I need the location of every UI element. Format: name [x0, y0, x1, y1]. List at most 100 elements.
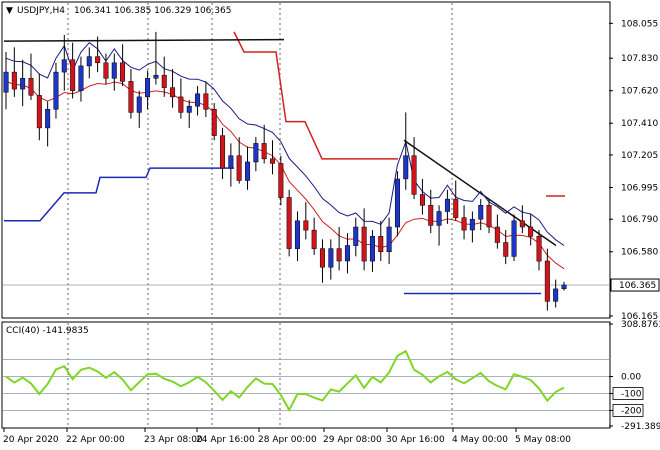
cci-tick-label: -200 — [621, 406, 642, 416]
price-tick-label: 106.165 — [621, 312, 658, 322]
candle-body — [378, 236, 384, 253]
candle-body — [20, 78, 26, 90]
time-axis-label: 20 Apr 2020 — [3, 435, 59, 445]
candle-body — [136, 96, 142, 113]
candle-body — [286, 197, 292, 249]
candle-body — [228, 155, 234, 169]
cci-level-tag — [612, 404, 644, 417]
time-axis-label: 23 Apr 08:00 — [144, 435, 203, 445]
price-tick-label: 108.055 — [621, 19, 658, 29]
candle-body — [145, 78, 151, 98]
candle-body — [153, 74, 159, 79]
navy-moving-average — [5, 42, 565, 246]
candle-body — [86, 56, 92, 67]
candle-body — [544, 260, 550, 302]
candle-body — [519, 220, 525, 228]
candles-group — [3, 31, 567, 311]
price-tick-label: 107.410 — [621, 119, 658, 129]
candle-body — [436, 211, 442, 226]
candle-body — [369, 236, 375, 262]
blue-step-line — [4, 167, 234, 222]
candle-body — [536, 236, 542, 262]
candle-body — [511, 220, 517, 257]
candle-body — [528, 226, 534, 237]
candle-body — [386, 226, 392, 253]
symbol-label: USDJPY,H4 — [17, 6, 65, 16]
ohlc-label: 106.341 106.385 106.329 106.365 — [74, 6, 231, 16]
candle-body — [270, 158, 276, 164]
cci-tick-label: -291.3894 — [621, 422, 660, 432]
black-resistance-line — [3, 38, 285, 42]
candle-body — [236, 155, 242, 181]
candle-body — [78, 65, 84, 91]
candle-body — [103, 62, 109, 79]
candle-body — [28, 78, 34, 96]
candle-body — [61, 59, 67, 73]
time-axis-label: 22 Apr 00:00 — [66, 435, 125, 445]
price-tick-label: 107.205 — [621, 151, 658, 161]
candle-body — [319, 248, 325, 268]
candle-body — [303, 220, 309, 231]
time-axis-label: 24 Apr 16:00 — [196, 435, 255, 445]
candle-body — [561, 284, 567, 289]
candle-body — [211, 109, 217, 136]
price-tick-label: 106.790 — [621, 215, 658, 225]
candle-body — [353, 226, 359, 246]
candle-body — [403, 155, 409, 180]
axes: 108.055 107.830 107.620 107.410 107.205 106.9… — [3, 19, 660, 445]
price-tick-label: 106.580 — [621, 248, 658, 258]
candle-body — [419, 194, 425, 206]
candle-body — [361, 226, 367, 262]
candle-body — [3, 71, 9, 93]
candle-body — [261, 143, 267, 160]
cci-tick-label: 308.8761 — [621, 320, 660, 330]
candle-body — [70, 59, 76, 91]
grid-lines — [3, 3, 609, 427]
time-axis-label: 30 Apr 16:00 — [386, 435, 445, 445]
candle-body — [336, 248, 342, 262]
candle-body — [195, 93, 201, 107]
candle-body — [328, 248, 334, 268]
cci-label: CCI(40) -141.9835 — [6, 326, 89, 336]
candle-body — [170, 87, 176, 98]
price-tick-label: 107.830 — [621, 54, 658, 64]
candle-body — [11, 71, 17, 90]
price-tick-label: 106.995 — [621, 183, 658, 193]
candle-body — [486, 205, 492, 228]
candle-body — [36, 95, 42, 129]
candle-body — [444, 198, 450, 212]
candle-body — [245, 161, 251, 181]
current-price-tag-label: 106.365 — [619, 281, 656, 291]
candle-body — [253, 143, 259, 163]
candle-body — [53, 71, 59, 110]
cci-tick-label: 0.00 — [621, 372, 641, 382]
time-axis-label: 29 Apr 08:00 — [323, 435, 382, 445]
candle-body — [111, 62, 117, 79]
cci-indicator — [3, 349, 609, 413]
candle-body — [411, 155, 417, 195]
candle-body — [428, 205, 434, 226]
time-axis-label: 5 May 08:00 — [515, 435, 571, 445]
time-axis-label: 4 May 00:00 — [452, 435, 508, 445]
candle-body — [478, 205, 484, 220]
candle-body — [461, 217, 467, 231]
time-axis-label: 28 Apr 00:00 — [258, 435, 317, 445]
symbol-menu-icon[interactable]: ▼ — [6, 6, 13, 16]
cci-level-tag — [612, 387, 644, 400]
candle-body — [95, 56, 101, 64]
candle-body — [128, 81, 134, 113]
candle-body — [469, 218, 475, 231]
candle-body — [120, 62, 126, 82]
candle-body — [161, 74, 167, 88]
candle-body — [503, 242, 509, 257]
price-tick-label: 107.620 — [621, 87, 658, 97]
candle-body — [344, 245, 350, 262]
candle-body — [453, 198, 459, 218]
candle-body — [278, 163, 284, 198]
cci-line — [5, 349, 565, 413]
candle-body — [45, 109, 51, 129]
candle-body — [178, 96, 184, 113]
current-price-tag — [610, 278, 660, 292]
